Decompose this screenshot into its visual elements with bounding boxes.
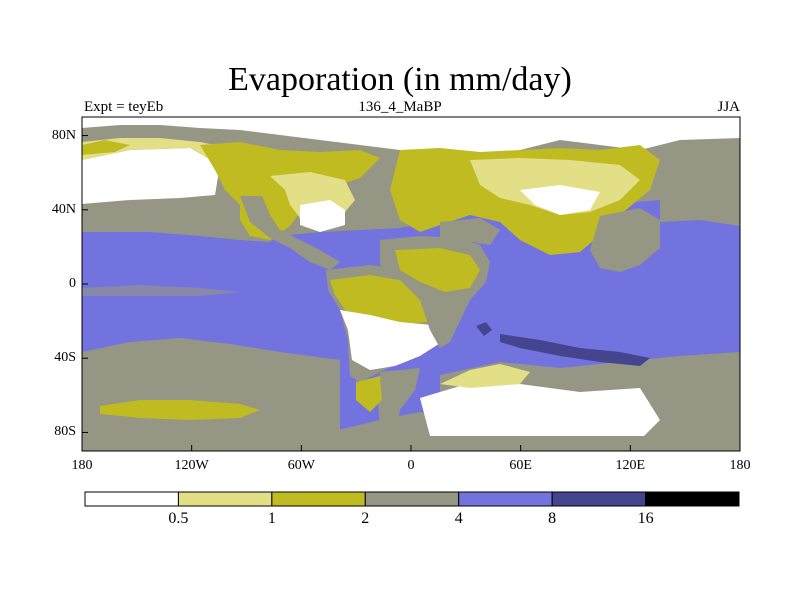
- colorbar-box: [364, 491, 460, 507]
- season-label: JJA: [717, 99, 740, 115]
- colorbar-box: [84, 491, 179, 507]
- lon-tick-label: 60W: [287, 458, 315, 473]
- colorbar-label: 1: [267, 510, 276, 527]
- colorbar-box: [551, 491, 647, 507]
- indian-ocean-dark-blue: [500, 334, 650, 366]
- axis-tick-marks: [81, 135, 741, 451]
- lon-tick-label: 180: [729, 458, 751, 473]
- plot-title: Evaporation (in mm/day): [228, 61, 572, 98]
- lat-tick-label: 40S: [54, 350, 76, 366]
- lat-tick-label: 80S: [54, 424, 76, 440]
- colorbar-label: 16: [637, 510, 654, 527]
- north-pacific-olive: [82, 140, 130, 155]
- colorbar-box: [177, 491, 273, 507]
- small-dark-blue-patch: [476, 322, 492, 336]
- lat-tick-label: 0: [69, 276, 76, 291]
- central-america-gray: [240, 196, 340, 270]
- lon-tick-label: 60E: [509, 458, 532, 473]
- colorbar-box: [645, 491, 740, 507]
- south-america-white: [340, 310, 445, 370]
- lon-tick-label: 0: [407, 458, 415, 473]
- antarctica-white: [420, 384, 660, 446]
- lat-tick-label: 40N: [51, 201, 76, 217]
- lon-tick-label: 120W: [174, 458, 209, 473]
- antarctica-yellow: [440, 364, 530, 388]
- colorbar-label: 8: [548, 510, 557, 527]
- patagonia-gray: [378, 368, 420, 432]
- lon-tick-label: 120E: [615, 458, 646, 473]
- patagonia-olive: [356, 376, 382, 412]
- africa-olive: [395, 248, 480, 292]
- map-field: [82, 117, 740, 451]
- lon-tick-label: 180: [71, 458, 93, 473]
- north-america-white: [300, 200, 345, 232]
- colorbar-label: 0.5: [168, 510, 189, 527]
- europe-gray: [440, 218, 500, 245]
- north-pacific-gray: [82, 198, 282, 242]
- southern-olive-band: [100, 400, 260, 420]
- colorbar-label: 2: [361, 510, 370, 527]
- colorbar-box: [271, 491, 366, 507]
- asia-white: [520, 185, 600, 215]
- north-atlantic-white: [82, 148, 220, 204]
- experiment-label: Expt = teyEb: [84, 99, 164, 115]
- southern-ocean-gray: [82, 338, 340, 451]
- colorbar-box: [458, 491, 553, 507]
- lat-tick-label: 80N: [51, 127, 76, 143]
- pacific-gray-streak: [82, 285, 240, 296]
- antarctica-bottom: [82, 436, 740, 451]
- time-label: 136_4_MaBP: [358, 99, 442, 115]
- colorbar: [84, 491, 740, 507]
- colorbar-label: 4: [454, 510, 463, 527]
- asia-gray: [590, 208, 660, 272]
- arctic-white-sea: [82, 117, 740, 160]
